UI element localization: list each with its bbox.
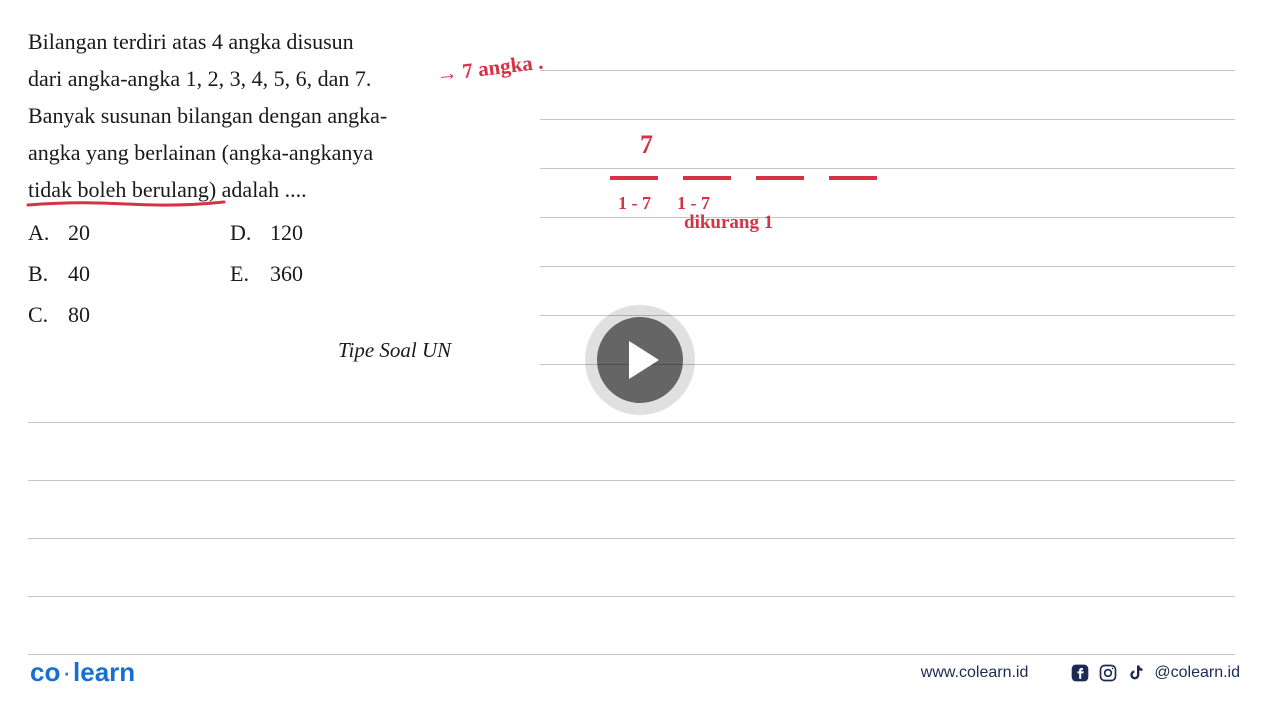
option-d[interactable]: D. 120 — [230, 216, 303, 249]
option-e-value: 360 — [270, 257, 303, 290]
facebook-icon[interactable] — [1070, 663, 1090, 683]
question-type-label: Tipe Soal UN — [338, 338, 451, 363]
slot-line-3 — [756, 176, 804, 180]
option-a-value: 20 — [68, 216, 90, 249]
annotation-seven: 7 — [640, 130, 900, 160]
slot-line-2 — [683, 176, 731, 180]
social-links: @colearn.id — [1070, 663, 1240, 683]
option-b[interactable]: B. 40 — [28, 257, 90, 290]
slot-line-1 — [610, 176, 658, 180]
option-b-letter: B. — [28, 257, 50, 290]
footer: co·learn www.colearn.id @colearn.id — [30, 657, 1240, 688]
footer-right: www.colearn.id @colearn.id — [921, 663, 1240, 683]
option-c-letter: C. — [28, 298, 50, 331]
option-c[interactable]: C. 80 — [28, 298, 90, 331]
option-d-letter: D. — [230, 216, 252, 249]
play-button[interactable] — [585, 305, 695, 415]
annotation-range-1: 1 - 7 — [618, 193, 651, 214]
instagram-icon[interactable] — [1098, 663, 1118, 683]
annotation-range-2: 1 - 7 — [677, 193, 710, 214]
logo-text-co: co — [30, 657, 60, 687]
option-a[interactable]: A. 20 — [28, 216, 90, 249]
logo-text-learn: learn — [73, 657, 135, 687]
social-handle[interactable]: @colearn.id — [1154, 664, 1240, 682]
option-b-value: 40 — [68, 257, 90, 290]
logo-dot: · — [62, 657, 71, 687]
play-button-inner — [597, 317, 683, 403]
slot-line-4 — [829, 176, 877, 180]
brand-logo[interactable]: co·learn — [30, 657, 135, 688]
option-c-value: 80 — [68, 298, 90, 331]
underline-icon — [26, 199, 226, 209]
question-line-3: Banyak susunan bilangan dengan angka- — [28, 99, 508, 132]
annotation-underline — [26, 196, 226, 206]
play-icon — [629, 341, 659, 379]
option-e[interactable]: E. 360 — [230, 257, 303, 290]
worked-solution: 7 1 - 7 1 - 7 dikurang 1 — [600, 130, 900, 234]
options-grid: A. 20 B. 40 C. 80 D. 120 E. 360 — [28, 216, 508, 331]
question-line-4: angka yang berlainan (angka-angkanya — [28, 136, 508, 169]
option-e-letter: E. — [230, 257, 252, 290]
question-line-1: Bilangan terdiri atas 4 angka disusun — [28, 25, 508, 58]
annotation-dikurang: dikurang 1 — [684, 212, 900, 234]
option-d-value: 120 — [270, 216, 303, 249]
option-a-letter: A. — [28, 216, 50, 249]
tiktok-icon[interactable] — [1126, 663, 1146, 683]
footer-url[interactable]: www.colearn.id — [921, 664, 1029, 682]
